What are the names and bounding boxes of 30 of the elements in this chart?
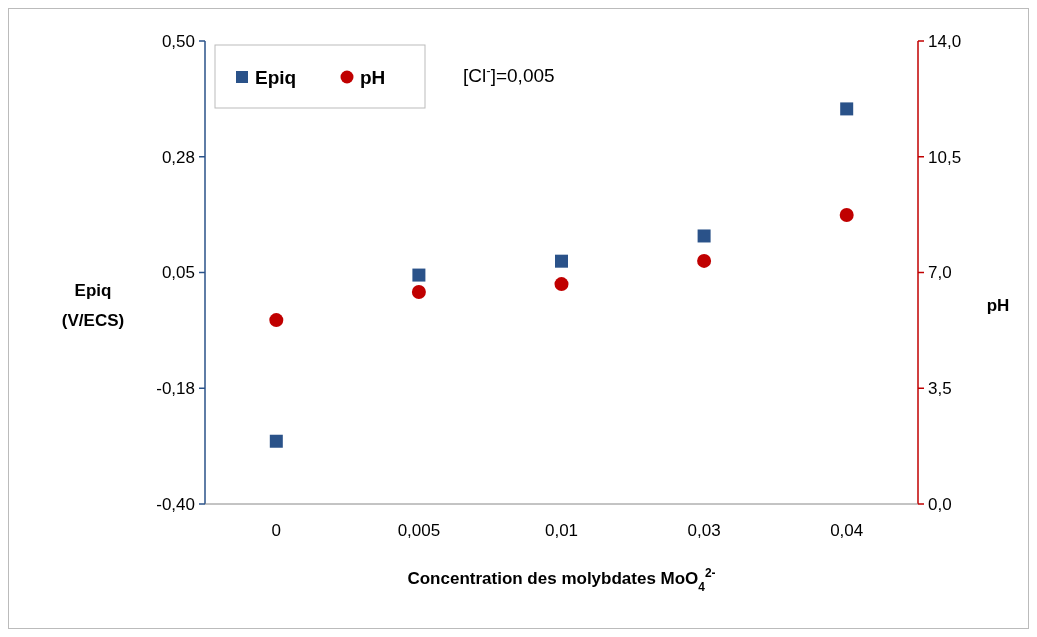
y2-tick-label: 3,5 [928,379,952,399]
annotation: [Cl$^{-}$]=0,005 [463,62,555,86]
x-tick-label: 0,04 [830,521,864,540]
x-tick-label: 0,03 [687,521,721,540]
y2-tick-label: 14,0 [928,31,962,51]
legend-label: Epiq [255,66,297,88]
point [555,254,568,268]
point [269,313,284,328]
y2-tick-label: 0,0 [928,494,952,514]
y-tick-label: -0,40 [156,494,195,514]
point [412,268,426,282]
x-tick-label: 0 [271,521,282,540]
y-tick-label: 0,28 [161,147,195,167]
y-tick-label: 0,05 [161,263,195,283]
point [411,285,426,300]
y-tick-label: 0,50 [161,31,195,51]
point [840,102,854,116]
y-tick-label: -0,18 [156,379,195,399]
point [839,207,854,222]
x-tick-label: 0,005 [397,521,441,540]
point [269,434,283,448]
point [697,253,712,268]
y2-tick-label: 7,0 [928,263,952,283]
y-axis-title: Epiq (V/ECS) [61,281,125,330]
y2-axis-title: pH [986,296,1010,315]
y2-tick-label: 10,5 [928,147,962,167]
point [554,277,569,292]
x-tick-label: 0,01 [544,521,579,540]
point [697,229,711,243]
legend-label: pH [360,66,386,88]
